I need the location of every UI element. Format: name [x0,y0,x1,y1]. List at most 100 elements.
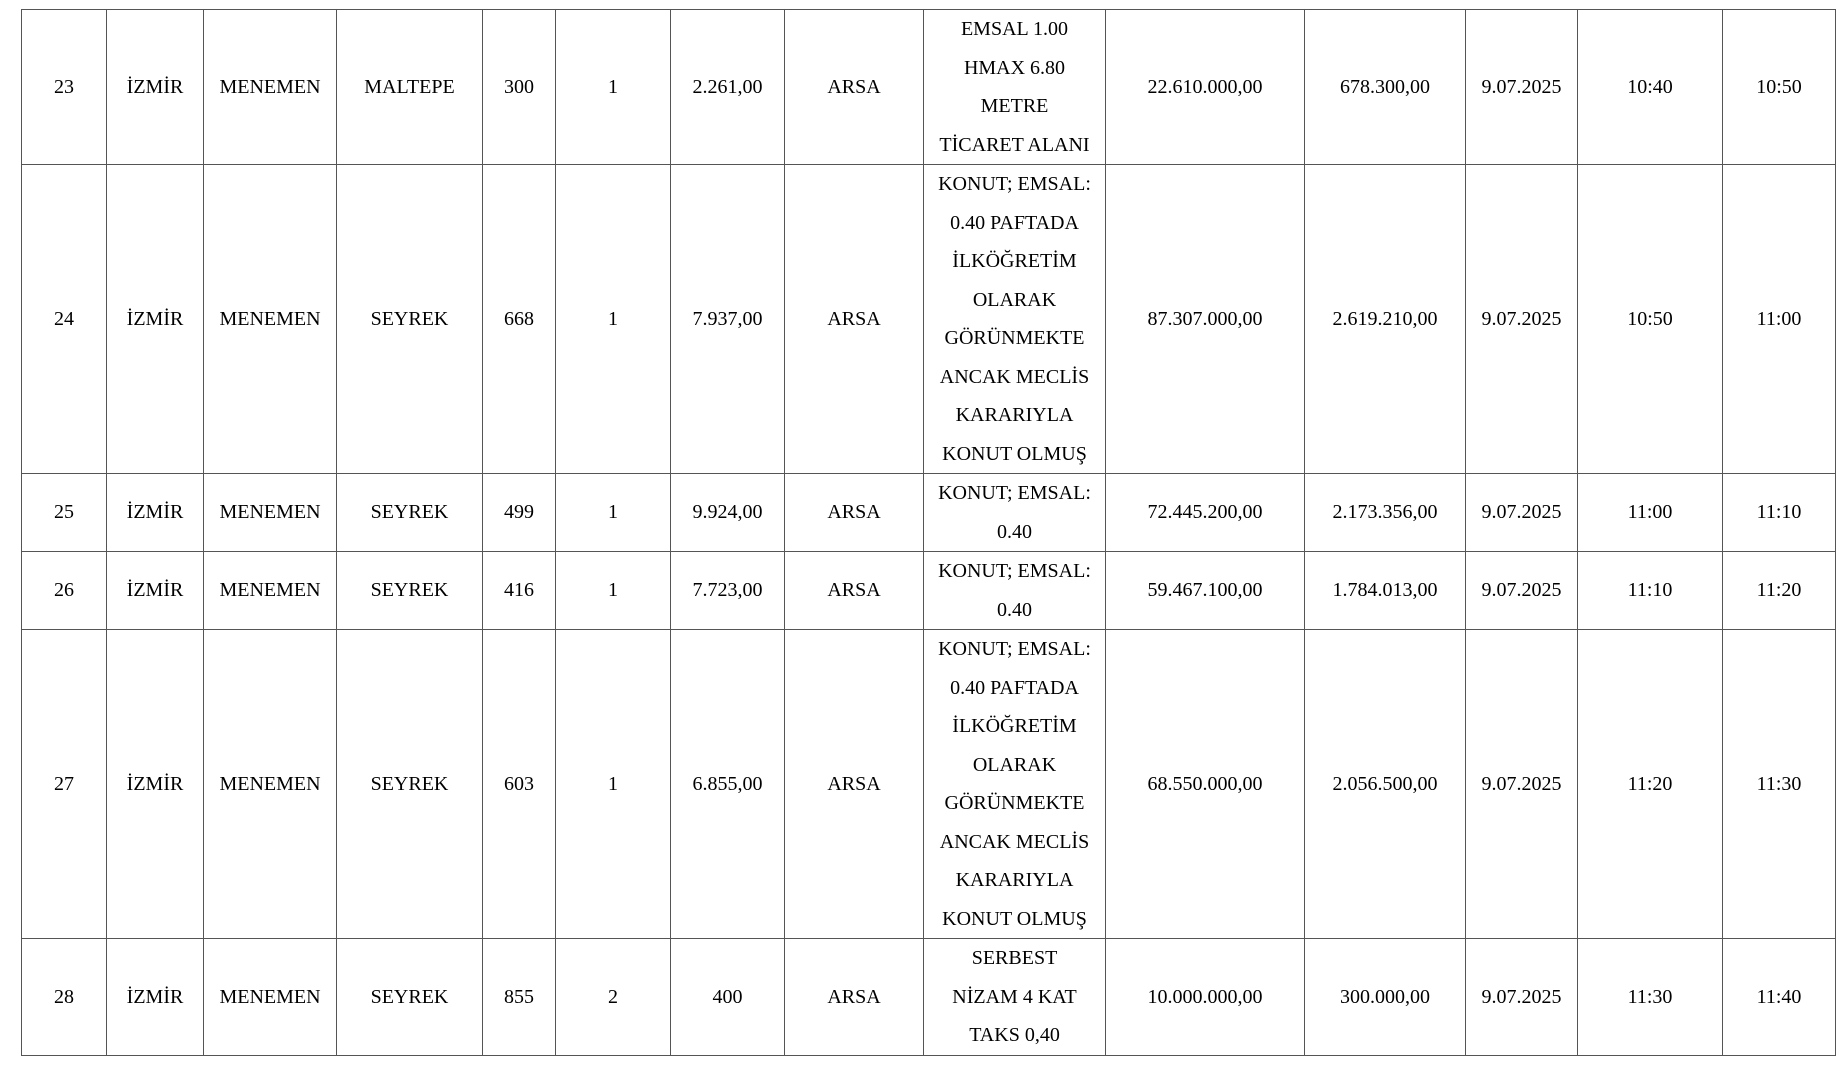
zoning-status-cell: SERBEST NİZAM 4 KAT TAKS 0,40 [923,938,1106,1056]
zoning-line: GÖRÜNMEKTE [944,792,1085,814]
zoning-line: KARARIYLA [955,869,1074,891]
province-cell: İZMİR [106,9,204,165]
district-cell: MENEMEN [203,473,337,552]
zoning-line: 0.40 [997,598,1032,621]
zoning-status-cell: KONUT; EMSAL: 0.40 [923,473,1106,552]
province-cell: İZMİR [106,164,204,474]
deposit-cell: 2.619.210,00 [1304,164,1466,474]
zoning-line: 0.40 [997,520,1032,543]
zoning-line: GÖRÜNMEKTE [944,327,1085,349]
neighborhood-cell: SEYREK [336,164,483,474]
province-cell: İZMİR [106,473,204,552]
deposit-cell: 2.173.356,00 [1304,473,1466,552]
property-type-cell: ARSA [784,938,924,1056]
zoning-line: İLKÖĞRETİM [952,715,1077,737]
district-cell: MENEMEN [203,551,337,630]
deposit-cell: 300.000,00 [1304,938,1466,1056]
district-cell: MENEMEN [203,9,337,165]
area-cell: 7.937,00 [670,164,785,474]
province-cell: İZMİR [106,938,204,1056]
zoning-status-cell: KONUT; EMSAL: 0.40 PAFTADA İLKÖĞRETİM OLARA… [923,629,1106,939]
row-number-cell: 28 [21,938,107,1056]
row-number-cell: 23 [21,9,107,165]
province-cell: İZMİR [106,551,204,630]
zoning-line: NİZAM 4 KAT [952,985,1077,1008]
table-row: 24 İZMİR MENEMEN SEYREK 668 1 7.937,00 ARSA KONU… [21,164,1836,474]
block-cell: 300 [482,9,556,165]
row-number-cell: 25 [21,473,107,552]
estimated-value-cell: 22.610.000,00 [1105,9,1305,165]
property-type-cell: ARSA [784,164,924,474]
zoning-line: 0.40 PAFTADA [950,211,1079,234]
province-cell: İZMİR [106,629,204,939]
deposit-cell: 1.784.013,00 [1304,551,1466,630]
zoning-line: KONUT; EMSAL: [938,482,1091,504]
start-time-cell: 11:10 [1577,551,1723,630]
neighborhood-cell: SEYREK [336,629,483,939]
table-row: 26 İZMİR MENEMEN SEYREK 416 1 7.723,00 ARSA KONU… [21,551,1836,630]
area-cell: 400 [670,938,785,1056]
area-cell: 6.855,00 [670,629,785,939]
table-row: 23 İZMİR MENEMEN MALTEPE 300 1 2.261,00 ARSA EMS… [21,9,1836,165]
zoning-line: KONUT OLMUŞ [942,907,1087,930]
block-cell: 499 [482,473,556,552]
start-time-cell: 11:00 [1577,473,1723,552]
parcel-cell: 2 [555,938,671,1056]
row-number-cell: 27 [21,629,107,939]
row-number-cell: 24 [21,164,107,474]
zoning-line: EMSAL 1.00 [960,18,1069,40]
zoning-line: KONUT; EMSAL: [938,173,1091,195]
zoning-status-cell: EMSAL 1.00 HMAX 6.80 METRE TİCARET ALANI [923,9,1106,165]
property-type-cell: ARSA [784,473,924,552]
auction-date-cell: 9.07.2025 [1465,164,1578,474]
end-time-cell: 11:30 [1722,629,1836,939]
area-cell: 2.261,00 [670,9,785,165]
parcel-cell: 1 [555,164,671,474]
zoning-line: TİCARET ALANI [939,133,1090,156]
zoning-status-cell: KONUT; EMSAL: 0.40 [923,551,1106,630]
neighborhood-cell: SEYREK [336,938,483,1056]
parcel-cell: 1 [555,473,671,552]
deposit-cell: 678.300,00 [1304,9,1466,165]
district-cell: MENEMEN [203,629,337,939]
zoning-line: TAKS 0,40 [969,1024,1060,1046]
neighborhood-cell: SEYREK [336,551,483,630]
area-cell: 9.924,00 [670,473,785,552]
neighborhood-cell: MALTEPE [336,9,483,165]
zoning-line: KONUT OLMUŞ [942,442,1087,465]
parcel-cell: 1 [555,551,671,630]
block-cell: 668 [482,164,556,474]
deposit-cell: 2.056.500,00 [1304,629,1466,939]
zoning-line: 0.40 PAFTADA [950,676,1079,699]
table-row: 25 İZMİR MENEMEN SEYREK 499 1 9.924,00 ARSA KONU… [21,473,1836,552]
estimated-value-cell: 10.000.000,00 [1105,938,1305,1056]
end-time-cell: 11:40 [1722,938,1836,1056]
table-row: 27 İZMİR MENEMEN SEYREK 603 1 6.855,00 ARSA KONU… [21,629,1836,939]
property-type-cell: ARSA [784,629,924,939]
row-number-cell: 26 [21,551,107,630]
start-time-cell: 11:20 [1577,629,1723,939]
block-cell: 603 [482,629,556,939]
estimated-value-cell: 68.550.000,00 [1105,629,1305,939]
district-cell: MENEMEN [203,164,337,474]
parcel-cell: 1 [555,629,671,939]
estimated-value-cell: 72.445.200,00 [1105,473,1305,552]
zoning-line: ANCAK MECLİS [939,365,1090,388]
auction-table: 23 İZMİR MENEMEN MALTEPE 300 1 2.261,00 ARSA EMS… [21,9,1836,1056]
auction-date-cell: 9.07.2025 [1465,9,1578,165]
area-cell: 7.723,00 [670,551,785,630]
start-time-cell: 11:30 [1577,938,1723,1056]
auction-date-cell: 9.07.2025 [1465,938,1578,1056]
zoning-line: SERBEST [971,947,1058,969]
zoning-line: ANCAK MECLİS [939,830,1090,853]
start-time-cell: 10:50 [1577,164,1723,474]
estimated-value-cell: 87.307.000,00 [1105,164,1305,474]
end-time-cell: 10:50 [1722,9,1836,165]
end-time-cell: 11:00 [1722,164,1836,474]
zoning-line: KARARIYLA [955,404,1074,426]
parcel-cell: 1 [555,9,671,165]
auction-date-cell: 9.07.2025 [1465,473,1578,552]
property-type-cell: ARSA [784,551,924,630]
zoning-line: METRE [980,95,1049,117]
district-cell: MENEMEN [203,938,337,1056]
